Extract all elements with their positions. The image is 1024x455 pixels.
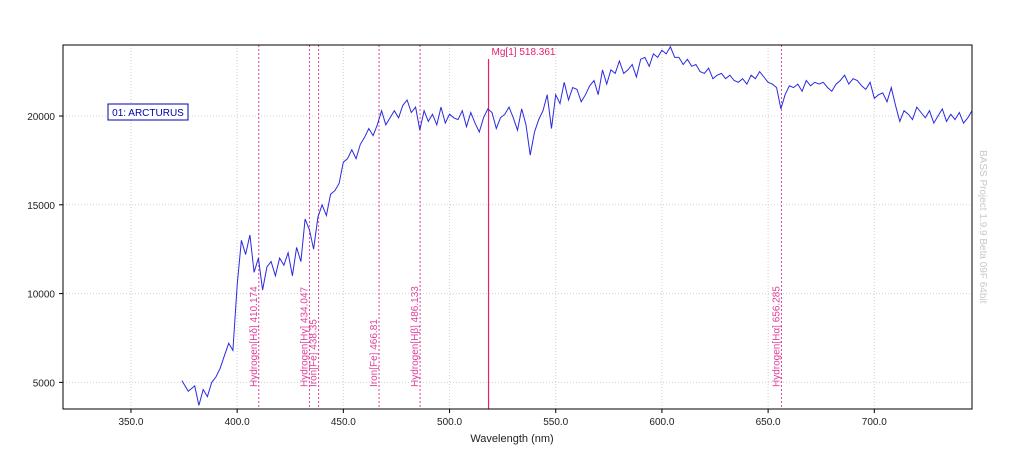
y-tick-label: 10000 xyxy=(27,290,55,301)
plot-frame xyxy=(62,44,973,410)
x-tick-label: 550.0 xyxy=(543,417,568,428)
x-tick-label: 650.0 xyxy=(756,417,781,428)
x-tick-label: 350.0 xyxy=(118,417,143,428)
marker-label: Iron[Fe] 438.35 xyxy=(309,319,320,387)
grid-lines xyxy=(63,45,972,409)
x-tick-label: 450.0 xyxy=(331,417,356,428)
legend-box: 01: ARCTURUS xyxy=(107,103,189,121)
marker-label: Hydrogen[Hβ] 486.133 xyxy=(410,286,421,387)
y-tick-label: 15000 xyxy=(27,201,55,212)
plot-background xyxy=(63,45,972,409)
x-axis-ticks: 350.0 400.0 450.0 500.0 550.0 600.0 650.0 700.0 xyxy=(118,409,887,428)
y-axis-ticks: 5000 10000 15000 20000 xyxy=(27,112,63,389)
y-tick-label: 5000 xyxy=(33,378,56,389)
series-line-arcturus xyxy=(181,45,973,406)
legend-frame xyxy=(107,103,189,121)
software-watermark: BASS Project 1.9.9 Beta 09F 64bit xyxy=(977,150,988,304)
y-tick-label: 20000 xyxy=(27,112,55,123)
x-tick-label: 700.0 xyxy=(862,417,887,428)
legend-label: 01: ARCTURUS xyxy=(112,108,184,119)
marker-label: Hydrogen[Hγ] 434.047 xyxy=(299,286,310,387)
x-tick-label: 600.0 xyxy=(649,417,674,428)
x-tick-label: 400.0 xyxy=(225,417,250,428)
marker-label: Hydrogen[Hδ] 410.174 xyxy=(249,286,260,387)
marker-label: Hydrogen[Hα] 656.285 xyxy=(771,286,782,387)
x-tick-label: 500.0 xyxy=(437,417,462,428)
x-axis-title: Wavelength (nm) xyxy=(470,433,553,445)
marker-label: Iron[Fe] 466.81 xyxy=(369,319,380,387)
spectral-line-markers: Hydrogen[Hδ] 410.174 Hydrogen[Hγ] 434.047… xyxy=(249,45,782,409)
marker-label-primary: Mg[1] 518.361 xyxy=(492,47,556,58)
